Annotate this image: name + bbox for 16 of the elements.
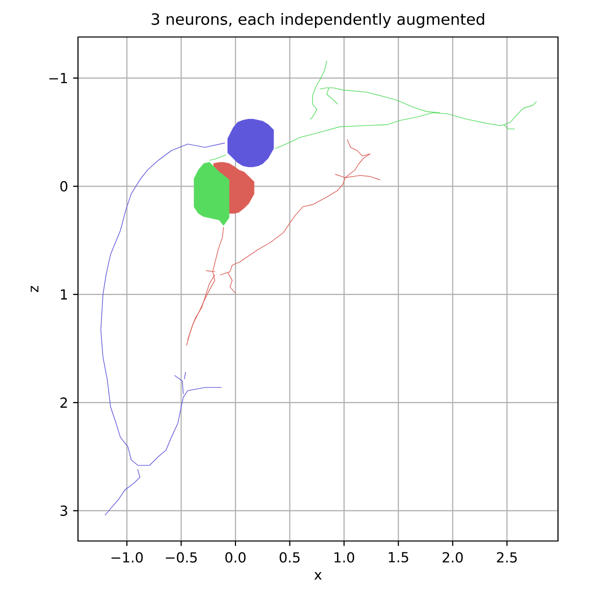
x-tick-label: 1.5 xyxy=(388,552,408,562)
x-tick-label: 2.0 xyxy=(442,552,463,563)
x-axis-title: x xyxy=(314,572,322,580)
x-tick-label: 0.5 xyxy=(280,552,300,563)
y-axis-title: z xyxy=(30,286,38,292)
y-tick-label: 2 xyxy=(60,397,67,408)
y-tick-label: 0 xyxy=(60,181,68,192)
x-tick-label: 0.0 xyxy=(225,552,246,563)
y-tick-label: 3 xyxy=(60,505,68,516)
y-tick-label: −1 xyxy=(49,73,67,84)
x-tick-label: −1.0 xyxy=(112,552,143,563)
chart-title: 3 neurons, each independently augmented xyxy=(152,12,484,28)
x-tick-label: −0.5 xyxy=(166,552,197,563)
x-tick-label: 1.0 xyxy=(334,552,354,563)
x-tick-label: 2.5 xyxy=(496,552,517,563)
y-tick-label: 1 xyxy=(60,289,67,300)
